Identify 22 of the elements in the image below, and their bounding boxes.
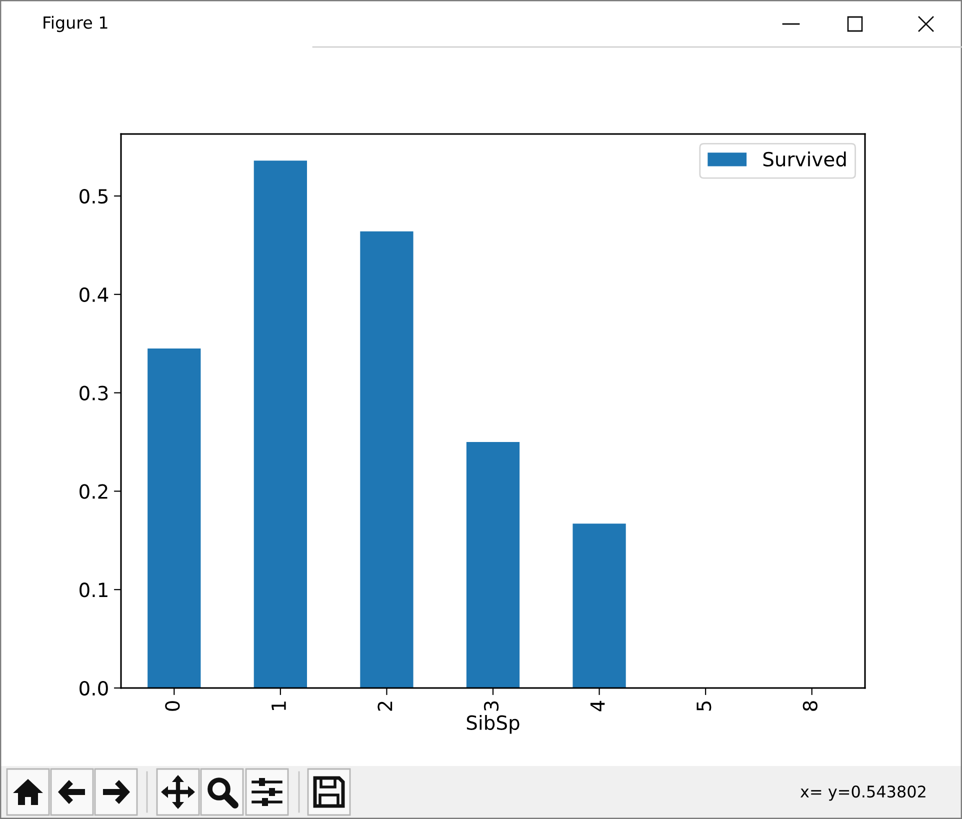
y-tick-label: 0.4 (80, 287, 108, 302)
x-tick-label: 5 (696, 702, 712, 711)
x-axis-title: SibSp (466, 714, 520, 734)
text: x= y=0.543802 (800, 786, 926, 801)
x-tick-label: 2 (378, 702, 392, 711)
bar (466, 442, 520, 688)
x-tick-label: 0 (165, 701, 180, 711)
x-tick-label: 1 (272, 702, 286, 710)
bar (148, 348, 201, 688)
x-tick-label: 3 (484, 701, 499, 711)
y-tick-label: 0.2 (80, 484, 108, 499)
legend-label: Survived (763, 152, 846, 167)
x-tick-label: 8 (802, 701, 818, 711)
y-tick-label: 0.1 (80, 582, 108, 598)
x-tick-label: 4 (590, 700, 605, 712)
y-tick-label: 0.5 (80, 188, 108, 204)
y-tick-label: 0.3 (80, 386, 108, 400)
caption: Figure 1 (44, 16, 108, 32)
bar (572, 524, 626, 688)
y-tick-label: 0.0 (80, 680, 108, 696)
bar (360, 231, 414, 688)
bar (254, 160, 307, 688)
